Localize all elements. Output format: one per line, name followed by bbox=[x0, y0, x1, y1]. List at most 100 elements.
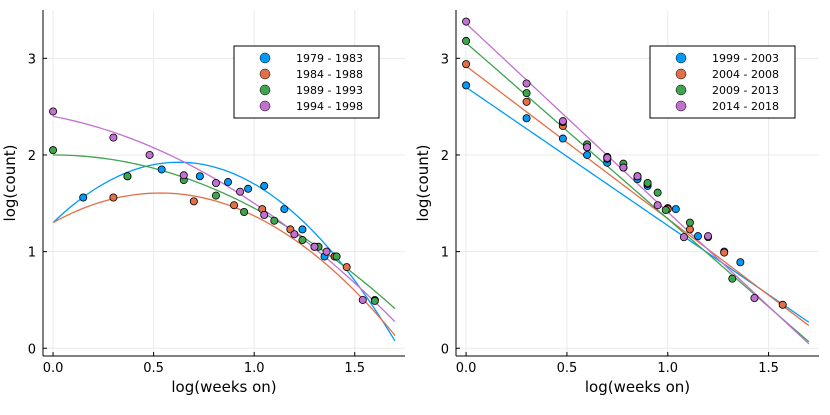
fit-line-2 bbox=[52, 192, 396, 336]
data-point-series-1 bbox=[298, 225, 307, 234]
legend-label-1: 1999 - 2003 bbox=[712, 52, 779, 65]
data-point-series-1 bbox=[280, 205, 289, 214]
data-point-series-4 bbox=[603, 153, 612, 162]
data-point-series-4 bbox=[358, 295, 367, 304]
data-point-series-3 bbox=[123, 172, 132, 181]
legend-marker-4 bbox=[259, 100, 271, 112]
data-point-series-1 bbox=[260, 181, 269, 190]
data-point-series-3 bbox=[370, 296, 379, 305]
y-tick-label: 3 bbox=[28, 52, 36, 67]
fit-line-4 bbox=[465, 23, 810, 345]
data-point-series-2 bbox=[189, 197, 198, 206]
legend-box bbox=[649, 45, 796, 119]
x-axis-label: log(weeks on) bbox=[585, 378, 690, 396]
data-point-series-3 bbox=[270, 216, 279, 225]
y-tick-label: 1 bbox=[28, 246, 36, 261]
x-tick-label: 0.5 bbox=[557, 361, 578, 376]
data-point-series-2 bbox=[720, 248, 729, 257]
legend-marker-1 bbox=[675, 52, 687, 64]
x-tick-label: 1.0 bbox=[244, 361, 265, 376]
y-tick-label: 2 bbox=[441, 149, 449, 164]
data-point-series-2 bbox=[342, 263, 351, 272]
chart-panel-2: 0.0 0.5 1.0 1.5 0 1 2 3 log(weeks on) log(count) 1… bbox=[414, 10, 819, 396]
data-point-series-2 bbox=[462, 60, 471, 69]
data-point-series-3 bbox=[685, 218, 694, 227]
legend-marker-2 bbox=[259, 68, 271, 80]
legend-label-4: 2014 - 2018 bbox=[712, 100, 779, 113]
y-axis-label: log(count) bbox=[414, 145, 432, 222]
x-tick-label: 0.0 bbox=[456, 361, 477, 376]
legend-marker-3 bbox=[675, 84, 687, 96]
fit-line-2 bbox=[465, 65, 810, 327]
data-point-series-4 bbox=[49, 107, 58, 116]
data-point-series-1 bbox=[558, 134, 567, 143]
data-point-series-4 bbox=[211, 178, 220, 187]
data-point-series-1 bbox=[244, 184, 253, 193]
y-tick-label: 0 bbox=[441, 342, 449, 357]
fit-line-3 bbox=[53, 154, 396, 310]
data-point-series-2 bbox=[230, 201, 239, 210]
data-point-series-3 bbox=[522, 89, 531, 98]
data-point-series-3 bbox=[49, 146, 58, 155]
data-point-series-3 bbox=[211, 191, 220, 200]
x-tick-label: 0.5 bbox=[143, 361, 164, 376]
data-point-series-3 bbox=[298, 236, 307, 245]
data-point-series-1 bbox=[195, 172, 204, 181]
y-tick-label: 0 bbox=[28, 342, 36, 357]
fit-line-4 bbox=[52, 115, 396, 323]
data-point-series-1 bbox=[224, 178, 233, 187]
data-point-series-2 bbox=[109, 193, 118, 202]
legend-label-4: 1994 - 1998 bbox=[296, 100, 363, 113]
data-point-series-2 bbox=[522, 97, 531, 106]
chart-panel-1: 0.0 0.5 1.0 1.5 0 1 2 3 log(weeks on) log(count) 1… bbox=[1, 10, 405, 396]
legend-label-3: 2009 - 2013 bbox=[712, 84, 779, 97]
data-point-series-1 bbox=[694, 232, 703, 241]
y-tick-label: 1 bbox=[441, 246, 449, 261]
data-point-series-3 bbox=[653, 188, 662, 197]
data-point-series-4 bbox=[109, 133, 118, 142]
legend-box bbox=[233, 45, 380, 119]
data-point-series-1 bbox=[671, 205, 680, 214]
data-point-series-3 bbox=[462, 36, 471, 45]
data-point-series-4 bbox=[522, 79, 531, 88]
legend-label-3: 1989 - 1993 bbox=[296, 84, 363, 97]
x-tick-label: 1.5 bbox=[758, 361, 779, 376]
data-point-series-3 bbox=[661, 206, 670, 215]
data-point-series-4 bbox=[145, 150, 154, 159]
data-point-series-4 bbox=[633, 172, 642, 181]
x-tick-label: 0.0 bbox=[43, 361, 64, 376]
data-point-series-3 bbox=[240, 207, 249, 216]
data-point-series-4 bbox=[462, 17, 471, 26]
data-point-series-4 bbox=[260, 210, 269, 219]
x-axis-label: log(weeks on) bbox=[171, 378, 276, 396]
x-tick-label: 1.5 bbox=[344, 361, 365, 376]
legend-marker-3 bbox=[259, 84, 271, 96]
legend-marker-4 bbox=[675, 100, 687, 112]
data-point-series-4 bbox=[750, 294, 759, 303]
data-point-series-4 bbox=[310, 242, 319, 251]
data-point-series-4 bbox=[704, 232, 713, 241]
legend-marker-2 bbox=[675, 68, 687, 80]
data-point-series-4 bbox=[558, 117, 567, 126]
data-point-series-2 bbox=[778, 300, 787, 309]
data-point-series-2 bbox=[685, 225, 694, 234]
data-point-series-3 bbox=[332, 252, 341, 261]
y-axis-label: log(count) bbox=[1, 145, 19, 222]
legend-label-2: 2004 - 2008 bbox=[712, 68, 779, 81]
y-tick-label: 2 bbox=[28, 149, 36, 164]
data-point-series-1 bbox=[79, 193, 88, 202]
data-point-series-1 bbox=[522, 114, 531, 123]
data-point-series-4 bbox=[653, 201, 662, 210]
legend-label-1: 1979 - 1983 bbox=[296, 52, 363, 65]
data-point-series-3 bbox=[643, 178, 652, 187]
data-point-series-1 bbox=[462, 81, 471, 90]
data-point-series-4 bbox=[679, 233, 688, 242]
data-point-series-1 bbox=[583, 150, 592, 159]
data-point-series-3 bbox=[728, 274, 737, 283]
x-tick-label: 1.0 bbox=[657, 361, 678, 376]
data-point-series-1 bbox=[736, 258, 745, 267]
data-point-series-4 bbox=[583, 143, 592, 152]
data-point-series-1 bbox=[157, 165, 166, 174]
data-point-series-4 bbox=[236, 187, 245, 196]
